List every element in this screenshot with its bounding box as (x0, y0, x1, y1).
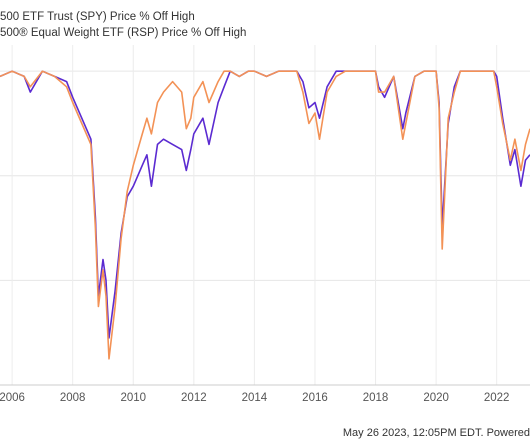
chart-footer-note: May 26 2023, 12:05PM EDT. Powered (342, 427, 530, 439)
x-tick-label: 2022 (484, 392, 510, 404)
legend-item-rsp: 500® Equal Weight ETF (RSP) Price % Off … (0, 25, 246, 41)
series-line-rsp (0, 70, 530, 360)
chart-series (0, 70, 530, 360)
x-tick-label: 2008 (60, 392, 86, 404)
x-tick-label: 2020 (423, 392, 449, 404)
line-chart: 2006 2008 2010 2012 2014 2016 2018 2020 2022 (0, 45, 530, 404)
legend-item-spy: 500 ETF Trust (SPY) Price % Off High (0, 9, 246, 25)
x-axis-ticks: 2006 2008 2010 2012 2014 2016 2018 2020 2022 (0, 392, 509, 404)
x-tick-label: 2010 (120, 392, 146, 404)
x-tick-label: 2012 (181, 392, 207, 404)
chart-legend: 500 ETF Trust (SPY) Price % Off High 500… (0, 9, 246, 41)
chart-grid (0, 45, 530, 386)
x-tick-label: 2016 (302, 392, 328, 404)
legend-label-spy: 500 ETF Trust (SPY) Price % Off High (0, 11, 195, 23)
x-tick-label: 2014 (242, 392, 268, 404)
legend-label-rsp: 500® Equal Weight ETF (RSP) Price % Off … (0, 27, 247, 39)
x-tick-label: 2018 (363, 392, 389, 404)
x-tick-label: 2006 (0, 392, 25, 404)
